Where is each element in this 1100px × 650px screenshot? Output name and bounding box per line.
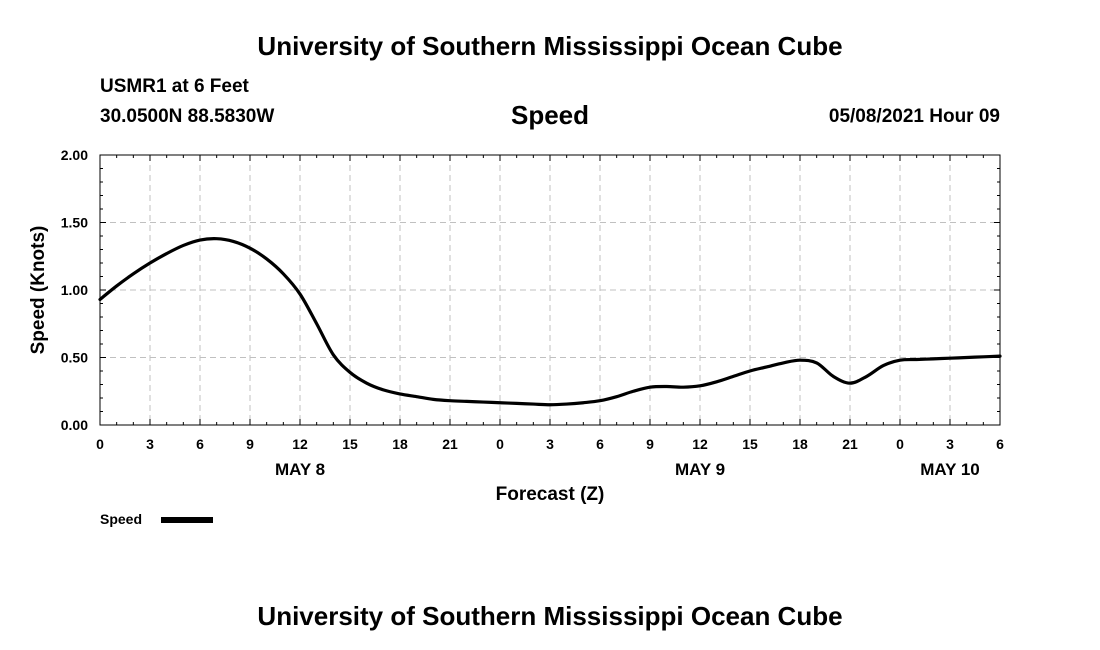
station-label: USMR1 at 6 Feet [100, 76, 249, 97]
x-tick-label: 18 [392, 436, 408, 452]
x-tick-label: 12 [292, 436, 308, 452]
date-label: MAY 8 [275, 460, 325, 479]
grid-lines [100, 155, 1000, 425]
y-tick-label: 2.00 [61, 147, 88, 163]
y-tick-label: 0.50 [61, 350, 88, 366]
station-coordinates: 30.0500N 88.5830W [100, 106, 275, 127]
x-tick-label: 6 [596, 436, 604, 452]
y-tick-label: 0.00 [61, 417, 88, 433]
date-label: MAY 10 [920, 460, 980, 479]
speed-series-line [98, 237, 1002, 407]
y-tick-label: 1.00 [61, 282, 88, 298]
x-tick-label: 15 [742, 436, 758, 452]
legend-label: Speed [100, 511, 142, 527]
bottom-title: University of Southern Mississippi Ocean… [257, 601, 843, 631]
x-axis-label: Forecast (Z) [496, 484, 605, 505]
x-tick-label: 12 [692, 436, 708, 452]
date-label: MAY 9 [675, 460, 725, 479]
legend: Speed [100, 511, 213, 527]
legend-swatch [161, 517, 213, 523]
y-tick-label: 1.50 [61, 215, 88, 231]
top-title: University of Southern Mississippi Ocean… [257, 31, 843, 61]
x-tick-label: 9 [646, 436, 654, 452]
x-tick-label: 3 [146, 436, 154, 452]
x-tick-label: 6 [196, 436, 204, 452]
tick-labels: 0 3 6 9 12 15 18 21 0 3 6 9 12 15 18 21 0 3 6 0.00 0.50 1.00 1… [61, 147, 1004, 479]
x-tick-label: 0 [496, 436, 504, 452]
x-tick-label: 0 [96, 436, 104, 452]
x-tick-label: 21 [442, 436, 458, 452]
x-tick-label: 0 [896, 436, 904, 452]
x-tick-label: 3 [546, 436, 554, 452]
x-tick-label: 21 [842, 436, 858, 452]
x-tick-label: 15 [342, 436, 358, 452]
forecast-datetime: 05/08/2021 Hour 09 [828, 106, 1000, 127]
y-axis-label: Speed (Knots) [28, 226, 49, 355]
x-tick-label: 9 [246, 436, 254, 452]
chart-title: Speed [510, 100, 590, 130]
x-tick-label: 6 [996, 436, 1004, 452]
x-tick-label: 18 [792, 436, 808, 452]
x-tick-label: 3 [946, 436, 954, 452]
axis-ticks [99, 154, 1001, 426]
